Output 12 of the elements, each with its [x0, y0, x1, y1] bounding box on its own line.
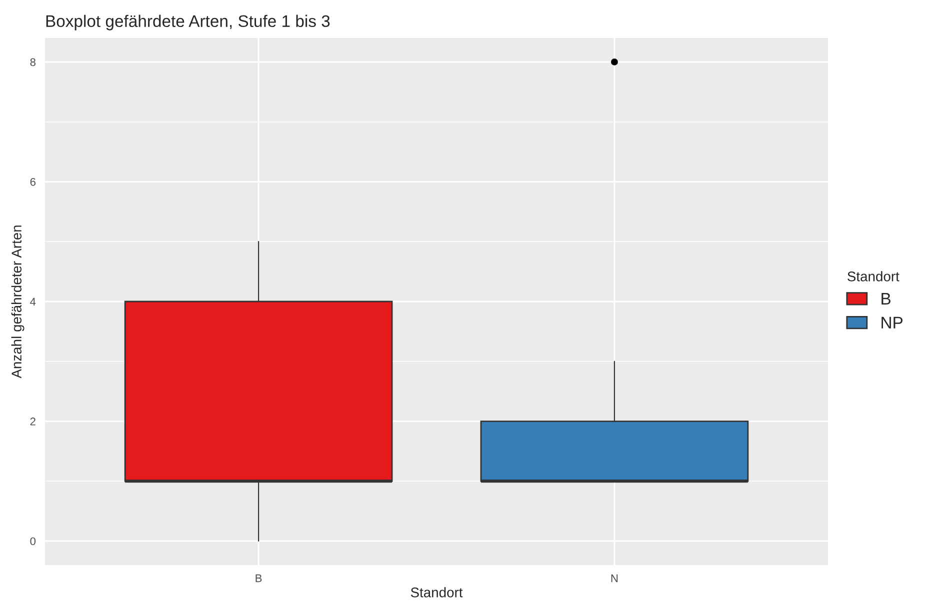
y-axis-title: Anzahl gefährdeter Arten: [11, 226, 24, 378]
y-tick-label: 4: [30, 298, 36, 306]
chart-title: Boxplot gefährdete Arten, Stufe 1 bis 3: [46, 14, 330, 30]
y-tick-label: 0: [30, 537, 36, 546]
legend-title: Standort: [848, 271, 900, 282]
legend-label: B: [882, 293, 890, 305]
x-axis-title: Standort: [410, 587, 463, 598]
y-tick-label: 6: [30, 178, 36, 186]
x-tick-label: N: [611, 574, 618, 582]
y-tick-label: 8: [30, 58, 36, 66]
y-tick-label: 2: [30, 418, 36, 426]
legend-label: NP: [882, 316, 903, 328]
